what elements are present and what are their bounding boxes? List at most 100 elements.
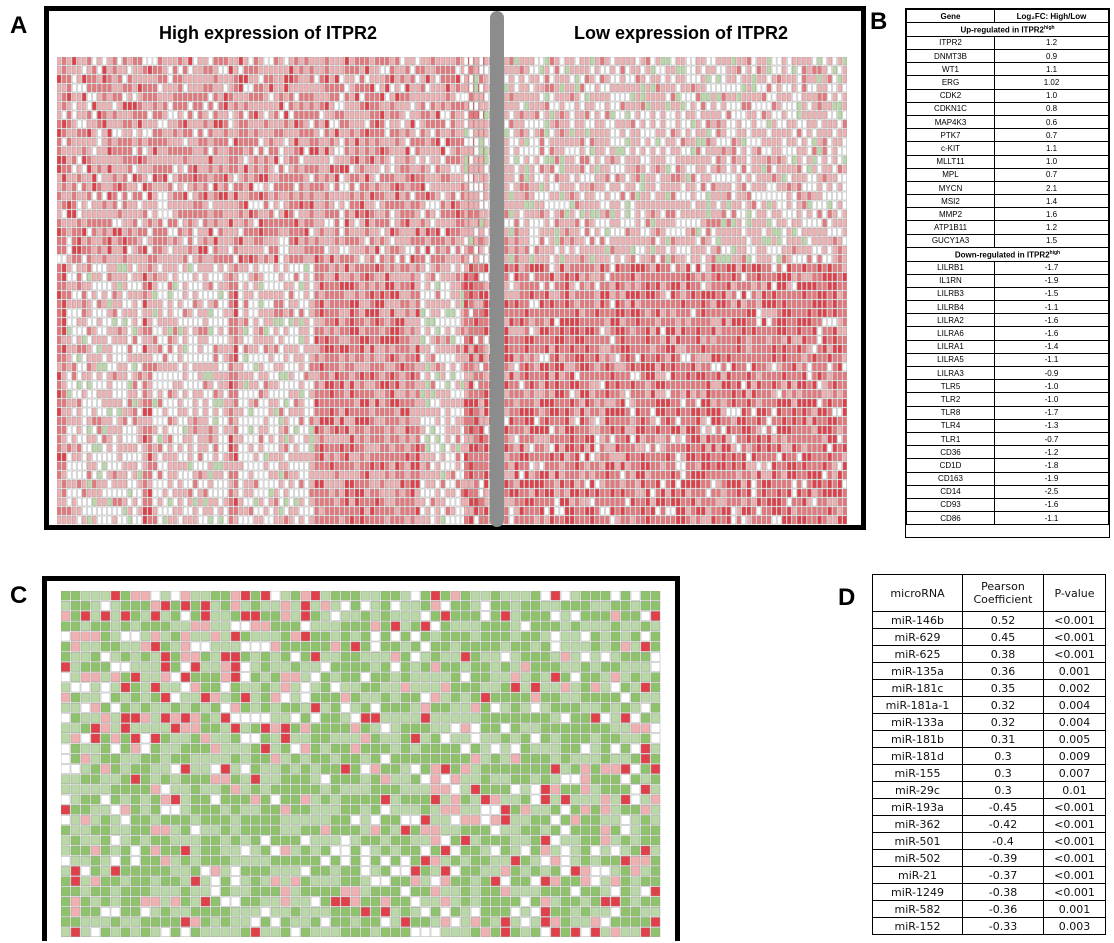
heatmap-cell: [691, 92, 696, 102]
heatmap-cell: [132, 326, 138, 336]
heatmap-cell: [415, 74, 420, 84]
heatmap-cell: [243, 254, 249, 264]
heatmap-cell: [425, 254, 430, 264]
heatmap-cell: [268, 101, 274, 111]
heatmap-cell: [142, 425, 148, 435]
heatmap-cell: [87, 290, 92, 300]
heatmap-cell: [455, 407, 461, 417]
heatmap-cell: [319, 443, 324, 453]
heatmap-cell: [92, 353, 97, 363]
heatmap-cell: [354, 371, 360, 381]
heatmap-cell: [304, 137, 309, 147]
heatmap-cell: [584, 110, 590, 120]
heatmap-cell: [334, 164, 340, 174]
heatmap-cell: [278, 317, 284, 327]
heatmap-cell: [152, 191, 158, 201]
heatmap-cell: [445, 245, 451, 255]
heatmap-cell: [157, 119, 163, 129]
heatmap-cell: [102, 443, 107, 453]
heatmap-cell: [410, 326, 415, 336]
heatmap-cell: [299, 155, 304, 165]
heatmap-cell: [289, 308, 294, 318]
heatmap-cell: [445, 326, 451, 336]
heatmap-cell: [127, 470, 132, 480]
heatmap-cell: [349, 236, 355, 246]
heatmap-cell: [137, 191, 143, 201]
heatmap-cell: [359, 443, 365, 453]
heatmap-cell: [354, 191, 360, 201]
heatmap-cell: [233, 146, 239, 156]
heatmap-cell: [380, 398, 385, 408]
heatmap-cell: [203, 488, 208, 498]
heatmap-cell: [334, 146, 340, 156]
heatmap-cell: [278, 65, 284, 75]
heatmap-cell: [82, 92, 87, 102]
heatmap-cell: [57, 218, 62, 228]
heatmap-cell: [157, 344, 163, 354]
heatmap-cell: [177, 326, 183, 336]
heatmap-cell: [369, 218, 375, 228]
heatmap-cell: [524, 110, 529, 120]
heatmap-cell: [61, 461, 67, 471]
heatmap-cell: [92, 227, 97, 237]
heatmap-cell: [142, 83, 148, 93]
heatmap-cell: [218, 515, 223, 525]
heatmap-cell: [410, 57, 415, 66]
heatmap-cell: [82, 398, 87, 408]
heatmap-cell: [761, 65, 767, 75]
heatmap-cell: [162, 425, 168, 435]
heatmap-cell: [435, 326, 441, 336]
heatmap-cell: [152, 299, 158, 309]
heatmap-cell: [218, 371, 223, 381]
heatmap-cell: [102, 344, 107, 354]
heatmap-cell: [263, 83, 269, 93]
heatmap-cell: [430, 263, 435, 273]
heatmap-cell: [334, 218, 340, 228]
heatmap-cell: [107, 218, 112, 228]
heatmap-cell: [359, 263, 365, 273]
heatmap-cell: [188, 119, 193, 129]
heatmap-cell: [369, 497, 375, 507]
heatmap-cell: [289, 344, 294, 354]
heatmap-cell: [77, 416, 82, 426]
heatmap-cell: [440, 461, 446, 471]
heatmap-cell: [223, 416, 228, 426]
heatmap-cell: [324, 290, 329, 300]
heatmap-cell: [364, 335, 370, 345]
heatmap-cell: [152, 146, 158, 156]
heatmap-cell: [278, 380, 284, 390]
heatmap-cell: [415, 416, 420, 426]
heatmap-cell: [188, 83, 193, 93]
heatmap-cell: [87, 272, 92, 282]
heatmap-cell: [430, 344, 435, 354]
heatmap-cell: [223, 380, 228, 390]
heatmap-cell: [415, 254, 420, 264]
heatmap-cell: [359, 164, 365, 174]
heatmap-cell: [188, 461, 193, 471]
heatmap-cell: [258, 416, 264, 426]
heatmap-cell: [468, 57, 474, 66]
heatmap-cell: [61, 317, 67, 327]
heatmap-cell: [97, 470, 102, 480]
heatmap-cell: [273, 281, 279, 291]
heatmap-cell: [797, 57, 802, 66]
heatmap-cell: [258, 164, 264, 174]
heatmap-cell: [102, 236, 107, 246]
heatmap-cell: [82, 389, 87, 399]
heatmap-cell: [334, 488, 340, 498]
heatmap-cell: [238, 371, 244, 381]
heatmap-cell: [359, 65, 365, 75]
heatmap-cell: [420, 92, 425, 102]
heatmap-cell: [324, 497, 329, 507]
heatmap-cell: [147, 362, 153, 372]
heatmap-cell: [152, 200, 158, 210]
heatmap-cell: [514, 83, 519, 93]
heatmap-cell: [415, 317, 420, 327]
heatmap-cell: [837, 83, 842, 93]
heatmap-cell: [359, 380, 365, 390]
heatmap-cell: [238, 425, 244, 435]
heatmap-cell: [405, 209, 410, 219]
heatmap-cell: [92, 407, 97, 417]
heatmap-cell: [369, 57, 375, 66]
heatmap-cell: [364, 371, 370, 381]
